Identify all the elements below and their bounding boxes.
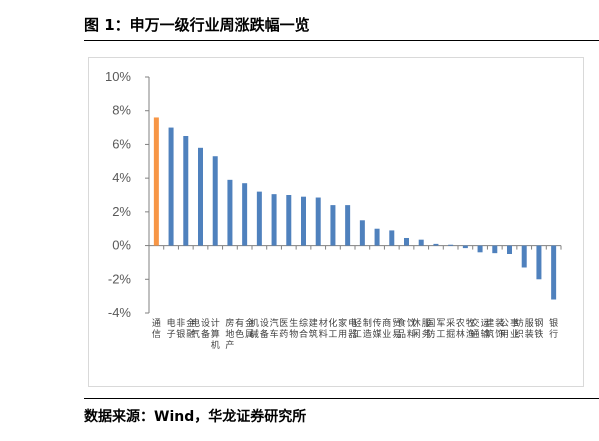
x-category-label: 房地产 <box>225 317 234 351</box>
x-category-label: 医药生物 <box>279 317 298 340</box>
figure-title: 图 1：申万一级行业周涨跌幅一览 <box>84 16 310 34</box>
bar <box>536 245 542 280</box>
bar-chart: -4% -2% 0% 2% 4% 6% 8% 10% 通信电子非银金融电气设备计算机房地产有色金… <box>105 69 562 351</box>
bar <box>521 245 527 268</box>
bar <box>492 245 498 254</box>
bar <box>227 179 233 246</box>
bar <box>477 245 483 253</box>
x-category-label: 交通运输 <box>471 317 490 340</box>
bar <box>153 117 159 246</box>
bar <box>418 239 424 246</box>
x-category-label: 休闲服务 <box>412 317 431 340</box>
y-tick-label: 8% <box>112 103 131 118</box>
x-category-label: 商业贸易 <box>382 317 401 340</box>
x-category-label: 农林牧渔 <box>456 317 475 340</box>
bar <box>286 195 292 246</box>
x-category-label: 公用事业 <box>500 317 519 340</box>
bar <box>507 245 512 254</box>
x-category-label: 建筑材料 <box>309 317 328 340</box>
x-category-label: 电子 <box>167 317 176 340</box>
x-category-label: 家用电器 <box>338 317 357 340</box>
bar <box>389 230 395 246</box>
y-tick-label: -4% <box>108 305 132 320</box>
source-rule <box>84 398 599 399</box>
y-tick-label: 6% <box>112 136 131 151</box>
x-category-label: 钢铁 <box>534 317 543 340</box>
y-tick-label: 2% <box>112 204 131 219</box>
bar <box>198 147 203 246</box>
bar <box>315 197 321 246</box>
bar <box>271 194 277 246</box>
x-category-label: 机械设备 <box>250 317 269 340</box>
x-category-label: 综合 <box>299 317 308 340</box>
x-category-label: 纺织服装 <box>515 317 534 340</box>
x-category-label: 传媒 <box>373 317 382 340</box>
bar <box>212 156 218 246</box>
x-category-label: 建筑装饰 <box>485 317 504 340</box>
bar <box>359 220 365 246</box>
bar <box>183 136 189 246</box>
y-tick-label: 10% <box>105 69 131 84</box>
bar <box>345 205 351 246</box>
bar <box>168 127 174 246</box>
x-category-label: 国防军工 <box>426 318 445 340</box>
x-category-label: 电气设备 <box>191 317 210 340</box>
x-category-label: 通信 <box>152 318 161 340</box>
data-source: 数据来源：Wind，华龙证券研究所 <box>84 409 307 425</box>
x-category-label: 非银金融 <box>176 317 195 340</box>
bar <box>330 205 336 246</box>
y-tick-label: 0% <box>112 238 131 253</box>
bar <box>256 191 262 246</box>
y-tick-label: -2% <box>108 271 132 286</box>
bar <box>301 196 306 246</box>
x-category-label: 轻工制造 <box>353 317 372 340</box>
bar <box>448 244 454 246</box>
title-rule <box>84 40 599 41</box>
x-category-label: 化工 <box>328 317 337 340</box>
chart-frame: -4% -2% 0% 2% 4% 6% 8% 10% 通信 电子 非银金融 电气设备 计算机 房地产 有色金… <box>88 57 584 387</box>
x-category-label: 银行 <box>549 317 558 340</box>
x-category-label: 采掘 <box>446 318 455 340</box>
x-category-label: 有色金属 <box>235 317 254 340</box>
x-category-label: 计算机 <box>211 317 220 351</box>
bar <box>404 237 409 246</box>
x-category-label: 汽车 <box>270 317 279 340</box>
bar <box>551 245 557 300</box>
bar <box>242 183 248 246</box>
y-tick-label: 4% <box>112 170 131 185</box>
bar <box>462 245 468 249</box>
x-category-label: 食品饮料 <box>397 317 416 340</box>
bar <box>374 228 380 246</box>
bar <box>433 243 439 246</box>
